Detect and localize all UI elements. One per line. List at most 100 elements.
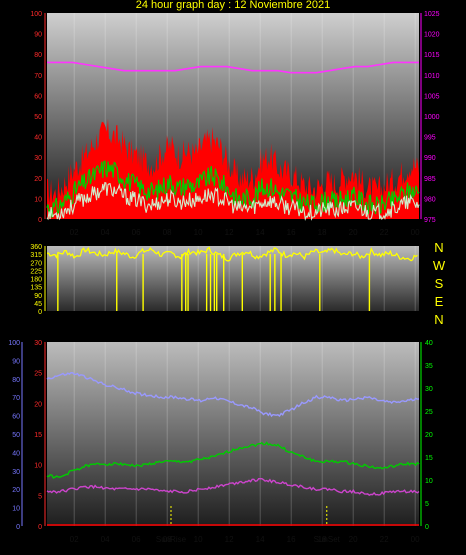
direction-y-tick: 180 <box>30 277 42 284</box>
wind-direction-series <box>46 246 418 262</box>
wind-y-tick-left: 100 <box>30 11 42 18</box>
wind-y-tick-left: 30 <box>34 155 42 162</box>
direction-y-tick: 315 <box>30 252 42 259</box>
humidity-y-tick: 80 <box>12 377 20 384</box>
rain-y-tick: 30 <box>34 340 42 347</box>
temperature-chart-x-tick: 12 <box>225 535 234 544</box>
wind-chart-x-tick: 14 <box>256 228 265 237</box>
humidity-y-tick: 50 <box>12 432 20 439</box>
average-wind-series <box>46 160 420 218</box>
rain-y-tick: 15 <box>34 432 42 439</box>
direction-chart-background <box>47 246 419 311</box>
humidity-y-tick: 10 <box>12 506 20 513</box>
temperature-y-tick: 15 <box>425 455 433 462</box>
temperature-chart-x-tick: 16 <box>287 535 296 544</box>
wind-y-tick-left: 50 <box>34 114 42 121</box>
wind-y-tick-left: 0 <box>38 217 42 224</box>
temperature-chart-x-tick: 10 <box>194 535 203 544</box>
rain-y-tick: 25 <box>34 371 42 378</box>
direction-y-tick: 90 <box>34 293 42 300</box>
temperature-chart-x-tick: 00 <box>411 535 420 544</box>
dew-series <box>46 478 420 497</box>
pressure-y-tick-right: 1025 <box>424 11 440 18</box>
humidity-y-tick: 60 <box>12 414 20 421</box>
humidity-y-tick: 30 <box>12 469 20 476</box>
direction-label-s: S <box>434 276 444 291</box>
wind-chart-x-tick: 02 <box>70 228 79 237</box>
temperature-y-tick: 30 <box>425 386 433 393</box>
humidity-y-tick: 100 <box>8 340 20 347</box>
wind-chart-x-tick: 20 <box>349 228 358 237</box>
humidity-y-tick: 0 <box>16 524 20 531</box>
direction-y-tick: 360 <box>30 244 42 251</box>
wind-chart-x-tick: 08 <box>163 228 172 237</box>
humidity-y-tick: 20 <box>12 487 20 494</box>
wind-chart-x-tick: 10 <box>194 228 203 237</box>
rain-y-tick: 0 <box>38 524 42 531</box>
direction-y-tick: 135 <box>30 285 42 292</box>
temperature-chart-x-tick: 20 <box>349 535 358 544</box>
temperature-y-tick: 0 <box>425 524 429 531</box>
pressure-y-tick-right: 1005 <box>424 93 440 100</box>
wind-y-tick-left: 90 <box>34 32 42 39</box>
direction-y-tick: 225 <box>30 268 42 275</box>
wind-chart-x-tick: 04 <box>101 228 110 237</box>
wind-y-tick-left: 80 <box>34 52 42 59</box>
wind-y-tick-left: 60 <box>34 93 42 100</box>
temperature-chart-x-tick: 14 <box>256 535 265 544</box>
pressure-y-tick-right: 1010 <box>424 73 440 80</box>
direction-y-tick: 270 <box>30 260 42 267</box>
temperature-chart-background <box>47 342 419 526</box>
wind-chart-x-tick: 18 <box>318 228 327 237</box>
pressure-y-tick-right: 1015 <box>424 52 440 59</box>
direction-label-w: W <box>432 258 446 273</box>
humidity-y-tick: 90 <box>12 358 20 365</box>
temperature-y-tick: 25 <box>425 409 433 416</box>
temperature-chart-x-tick: 08 <box>163 535 172 544</box>
direction-y-tick: 45 <box>34 301 42 308</box>
direction-label-e: E <box>434 294 444 309</box>
wind-chart-x-tick: 00 <box>411 228 420 237</box>
humidity-series <box>46 371 420 418</box>
temperature-y-tick: 40 <box>425 340 433 347</box>
temp-series <box>46 441 420 479</box>
temperature-y-tick: 5 <box>425 501 429 508</box>
wind-y-tick-left: 10 <box>34 196 42 203</box>
direction-label-n-top: N <box>434 240 444 255</box>
pressure-y-tick-right: 1000 <box>424 114 440 121</box>
temperature-chart-x-tick: 04 <box>101 535 110 544</box>
humidity-y-tick: 70 <box>12 395 20 402</box>
pressure-y-tick-right: 995 <box>424 135 436 142</box>
pressure-series <box>47 61 419 74</box>
minimum-wind-series <box>46 181 420 222</box>
wind-chart-x-tick: 22 <box>380 228 389 237</box>
direction-label-n-bottom: N <box>434 312 444 327</box>
pressure-y-tick-right: 1020 <box>424 32 440 39</box>
temperature-chart-x-tick: 06 <box>132 535 141 544</box>
wind-chart-x-tick: 06 <box>132 228 141 237</box>
direction-y-tick: 0 <box>38 309 42 316</box>
wind-chart-x-tick: 12 <box>225 228 234 237</box>
temperature-chart-x-tick: 22 <box>380 535 389 544</box>
wind-chart-x-tick: 16 <box>287 228 296 237</box>
rain-y-tick: 10 <box>34 463 42 470</box>
humidity-y-tick: 40 <box>12 450 20 457</box>
temperature-y-tick: 35 <box>425 363 433 370</box>
wind-y-tick-left: 20 <box>34 176 42 183</box>
rain-y-tick: 5 <box>38 493 42 500</box>
temperature-y-tick: 20 <box>425 432 433 439</box>
temperature-chart-x-tick: 02 <box>70 535 79 544</box>
sunset-label: SunSet <box>314 535 341 544</box>
wind-y-tick-left: 40 <box>34 135 42 142</box>
pressure-y-tick-right: 980 <box>424 196 436 203</box>
temperature-y-tick: 10 <box>425 478 433 485</box>
sunrise-label: SunRise <box>156 535 187 544</box>
graph-title: 24 hour graph day : 12 Noviembre 2021 <box>135 0 331 11</box>
pressure-y-tick-right: 985 <box>424 176 436 183</box>
wind-y-tick-left: 70 <box>34 73 42 80</box>
rain-y-tick: 20 <box>34 401 42 408</box>
pressure-y-tick-right: 975 <box>424 217 436 224</box>
pressure-y-tick-right: 990 <box>424 155 436 162</box>
